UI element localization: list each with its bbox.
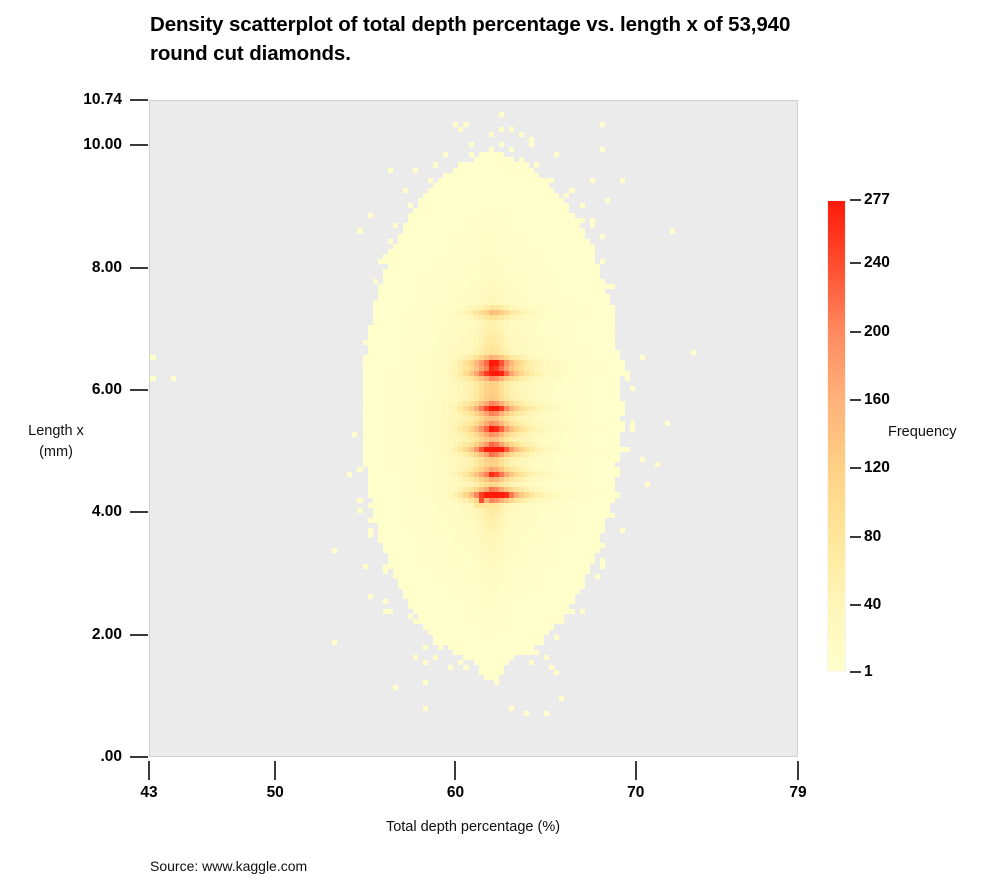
density-heatmap <box>150 101 797 756</box>
y-axis-title-line2: (mm) <box>39 444 73 461</box>
colorbar-tick-label: 160 <box>864 391 890 409</box>
colorbar-tick-label: 277 <box>864 191 890 208</box>
colorbar-gradient <box>828 201 845 671</box>
x-tick-label: 50 <box>266 784 284 801</box>
chart-title: Density scatterplot of total depth perce… <box>150 13 791 66</box>
plot-panel <box>149 100 798 757</box>
x-tick <box>634 761 637 780</box>
colorbar-tick-label: 80 <box>864 527 882 545</box>
colorbar-tick-label: 200 <box>864 322 890 340</box>
y-tick <box>130 266 148 269</box>
y-tick <box>130 633 148 636</box>
colorbar-tick <box>850 467 861 470</box>
y-tick-label: 4.00 <box>91 503 122 521</box>
x-tick-label: 70 <box>627 784 645 801</box>
colorbar-tick <box>850 671 861 673</box>
colorbar-tick-label: 120 <box>864 459 890 477</box>
y-axis-title: Length x (mm) <box>2 421 110 463</box>
x-tick <box>148 761 150 780</box>
colorbar-tick <box>850 399 861 402</box>
source-note: Source: www.kaggle.com <box>150 858 308 874</box>
x-tick <box>274 761 277 780</box>
y-tick <box>130 511 148 514</box>
x-tick-label: 79 <box>789 784 807 801</box>
y-tick <box>130 756 148 758</box>
colorbar-tick <box>850 330 861 333</box>
y-axis-title-line1: Length x <box>28 423 84 439</box>
colorbar-tick <box>850 535 861 538</box>
x-tick <box>797 761 799 780</box>
y-tick-label: 6.00 <box>91 380 122 398</box>
colorbar-tick <box>850 262 861 265</box>
y-axis-labels: .00 2.00 4.00 6.00 8.00 10.00 10.74 <box>47 0 122 892</box>
y-tick <box>130 144 148 147</box>
colorbar-tick <box>850 604 861 607</box>
colorbar-tick <box>850 199 861 201</box>
colorbar-tick-label: 40 <box>864 596 882 614</box>
x-tick-label: 43 <box>140 784 158 801</box>
colorbar-tick-label: 1 <box>864 663 873 680</box>
y-tick-label: 8.00 <box>91 258 122 276</box>
x-tick-label: 60 <box>446 784 465 801</box>
y-tick-label: 10.74 <box>83 91 122 108</box>
y-tick-label: 10.00 <box>83 136 122 154</box>
colorbar-title: Frequency <box>888 424 957 440</box>
y-tick-label: .00 <box>100 748 122 765</box>
y-tick-label: 2.00 <box>91 625 122 643</box>
colorbar-tick-label: 240 <box>864 254 890 272</box>
y-tick <box>130 99 148 101</box>
colorbar <box>827 200 846 672</box>
x-tick <box>454 761 457 780</box>
x-axis-title: Total depth percentage (%) <box>385 819 561 835</box>
y-tick <box>130 388 148 391</box>
